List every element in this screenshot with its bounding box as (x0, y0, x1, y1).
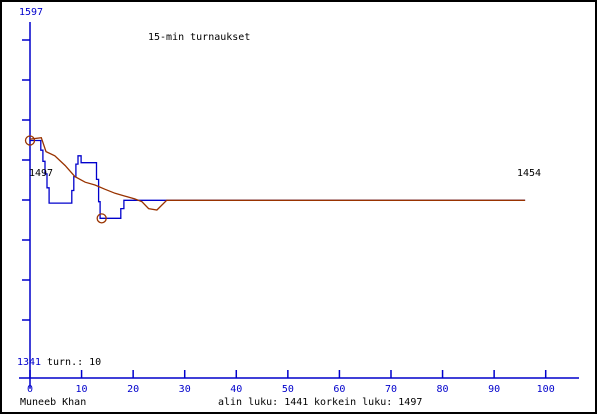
y-axis-max-label: 1597 (19, 7, 44, 18)
marker-circle (24, 135, 36, 146)
rating-line (30, 139, 526, 219)
x-tick-label: 30 (178, 384, 191, 395)
x-tick-label: 40 (230, 384, 243, 395)
x-tick-label: 100 (536, 384, 555, 395)
x-tick-label: 20 (127, 384, 140, 395)
x-tick-label: 80 (436, 384, 449, 395)
highest-rating-text: korkein luku: 1497 (314, 397, 423, 408)
final-rating-label: 1454 (517, 168, 542, 179)
trend-line (29, 136, 526, 211)
chart-title: 15-min turnaukset (148, 32, 251, 43)
player-name: Muneeb Khan (20, 397, 87, 408)
x-tick-label: 70 (384, 384, 397, 395)
lowest-rating-text: alin luku: 1441 (218, 397, 309, 408)
y-axis-min-label: 1341 (17, 357, 42, 368)
start-rating-label: 1497 (29, 168, 54, 179)
x-tick-label: 60 (333, 384, 346, 395)
x-tick-label: 10 (75, 384, 88, 395)
marker-circle (96, 213, 107, 224)
tournament-count-label: turn.: 10 (47, 357, 102, 368)
x-tick-label: 90 (488, 384, 501, 395)
x-tick-label: 50 (281, 384, 294, 395)
x-tick-label: 0 (26, 384, 34, 395)
